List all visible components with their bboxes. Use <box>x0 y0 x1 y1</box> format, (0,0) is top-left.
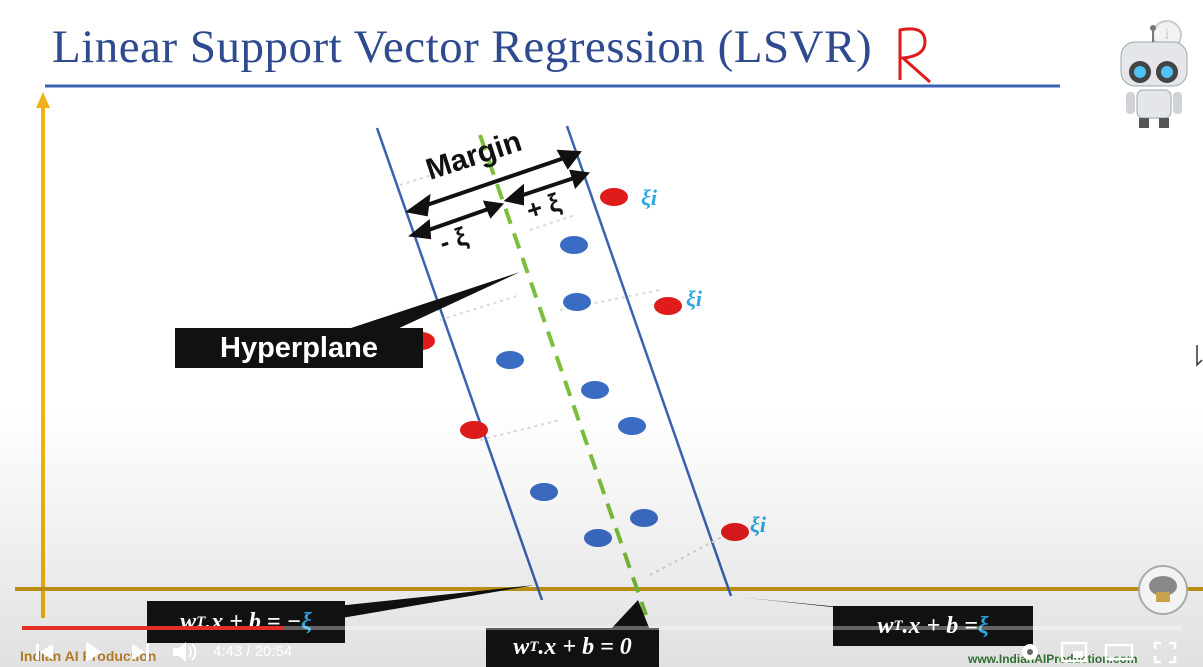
settings-gear-icon[interactable] <box>1022 644 1038 660</box>
time-display: 4:43 / 20:54 <box>213 643 293 660</box>
margin-arrows <box>405 149 591 240</box>
next-icon[interactable] <box>132 644 149 660</box>
player-controls <box>36 641 1177 664</box>
hyperplane-label-box: Hyperplane <box>175 328 423 368</box>
data-point <box>560 236 588 254</box>
outlier-point <box>600 188 628 206</box>
equation-minus-xi: w T .x + b = − ξ <box>147 601 345 643</box>
current-time: 4:43 <box>213 643 243 660</box>
hyperplane-label: Hyperplane <box>220 331 378 364</box>
robot-mascot-icon <box>1120 25 1188 128</box>
equation-zero: w T .x + b = 0 <box>486 628 659 667</box>
theater-mode-icon[interactable] <box>1104 643 1134 661</box>
outlier-point <box>654 297 682 315</box>
data-point <box>581 381 609 399</box>
watermark-right: www.IndianAIProduction.com <box>968 652 1138 666</box>
play-icon[interactable] <box>86 642 102 662</box>
progress-bar-fill <box>22 626 283 630</box>
slide-title: Linear Support Vector Regression (LSVR) <box>52 20 872 74</box>
xi-label: ξi <box>686 286 703 311</box>
miniplayer-icon[interactable] <box>1060 641 1088 663</box>
fullscreen-icon[interactable] <box>1153 641 1177 664</box>
channel-logo-icon <box>1138 565 1188 615</box>
y-axis-arrow <box>36 92 50 108</box>
mouse-cursor <box>1196 345 1203 367</box>
equation-plus-xi: w T .x + b = ξ <box>833 606 1033 646</box>
hyperplane-pointer <box>345 272 520 330</box>
volume-icon[interactable] <box>173 642 197 662</box>
slide-title-text: Linear Support Vector Regression (LSVR) <box>52 21 873 73</box>
xi-label: ξi <box>641 185 658 210</box>
data-point <box>563 293 591 311</box>
duration: 20:54 <box>254 643 293 660</box>
handwritten-r-annotation <box>898 27 931 84</box>
data-point <box>496 351 524 369</box>
progress-bar[interactable] <box>22 626 1182 630</box>
previous-icon[interactable] <box>36 644 53 660</box>
